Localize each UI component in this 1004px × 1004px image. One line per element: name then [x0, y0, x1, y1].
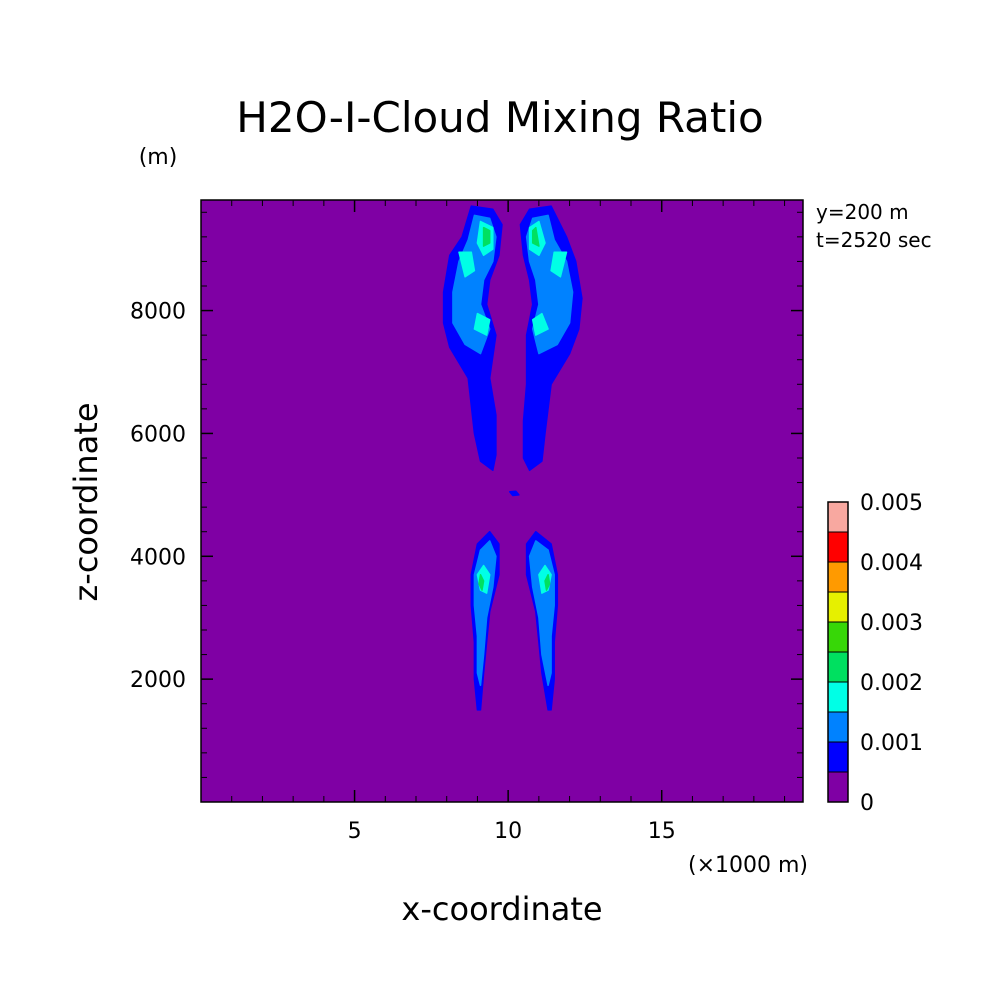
y-tick-label: 2000: [130, 668, 186, 693]
colorbar-tick-label: 0: [860, 791, 874, 816]
contour-upper-left-core-b: [458, 251, 476, 278]
colorbar-tick-label: 0.003: [860, 611, 923, 636]
colorbar-tick-label: 0.002: [860, 671, 923, 696]
x-unit-label: (×1000 m): [688, 853, 808, 878]
x-axis-label: x-coordinate: [401, 890, 602, 928]
x-tick-label: 5: [348, 819, 362, 844]
plot-area: 5 10 15 2000 4000 6000 8000: [130, 199, 804, 844]
colorbar-swatch: [828, 652, 848, 682]
colorbar-frame: [827, 501, 849, 803]
contour-upper-right-core-c: [531, 312, 549, 336]
plot-frame: [200, 199, 804, 803]
y-axis-label: z-coordinate: [67, 402, 105, 601]
colorbar-swatch: [828, 622, 848, 652]
chart-title: H2O-I-Cloud Mixing Ratio: [236, 93, 763, 142]
y-unit-label: (m): [139, 145, 178, 170]
colorbar-swatch: [828, 742, 848, 772]
colorbar-swatch: [828, 532, 848, 562]
colorbar-swatch: [828, 592, 848, 622]
annotation-t: t=2520 sec: [816, 228, 932, 252]
colorbar-tick-label: 0.004: [860, 551, 923, 576]
colorbar-swatch: [828, 772, 848, 802]
x-tick-label: 15: [648, 819, 676, 844]
contour-regions: [442, 205, 583, 711]
contour-upper-right-core-b: [550, 251, 568, 278]
y-tick-label: 4000: [130, 545, 186, 570]
x-tick-label: 10: [494, 819, 522, 844]
annotation-y: y=200 m: [816, 200, 909, 224]
contour-upper-left-core-a-peak: [482, 226, 491, 247]
colorbar-swatch: [828, 562, 848, 592]
y-tick-label: 6000: [130, 422, 186, 447]
colorbar-swatch: [828, 712, 848, 742]
contour-upper-left-core-c: [473, 312, 491, 336]
y-ticks: 2000 4000 6000 8000: [130, 300, 803, 693]
colorbar: 0 0.001 0.002 0.003 0.004 0.005: [827, 491, 923, 816]
colorbar-tick-label: 0.005: [860, 491, 923, 516]
contour-center-speck: [508, 490, 520, 497]
contour-lower-right-core-peak: [544, 573, 551, 591]
plot-background: [201, 200, 803, 802]
y-tick-label: 8000: [130, 300, 186, 325]
contour-lower-left-core-peak: [478, 573, 485, 591]
contour-upper-right-core-a-peak: [531, 226, 540, 247]
minor-ticks: [201, 200, 803, 802]
colorbar-swatch: [828, 682, 848, 712]
colorbar-tick-label: 0.001: [860, 731, 923, 756]
colorbar-swatch: [828, 502, 848, 532]
x-ticks: 5 10 15: [348, 200, 676, 844]
